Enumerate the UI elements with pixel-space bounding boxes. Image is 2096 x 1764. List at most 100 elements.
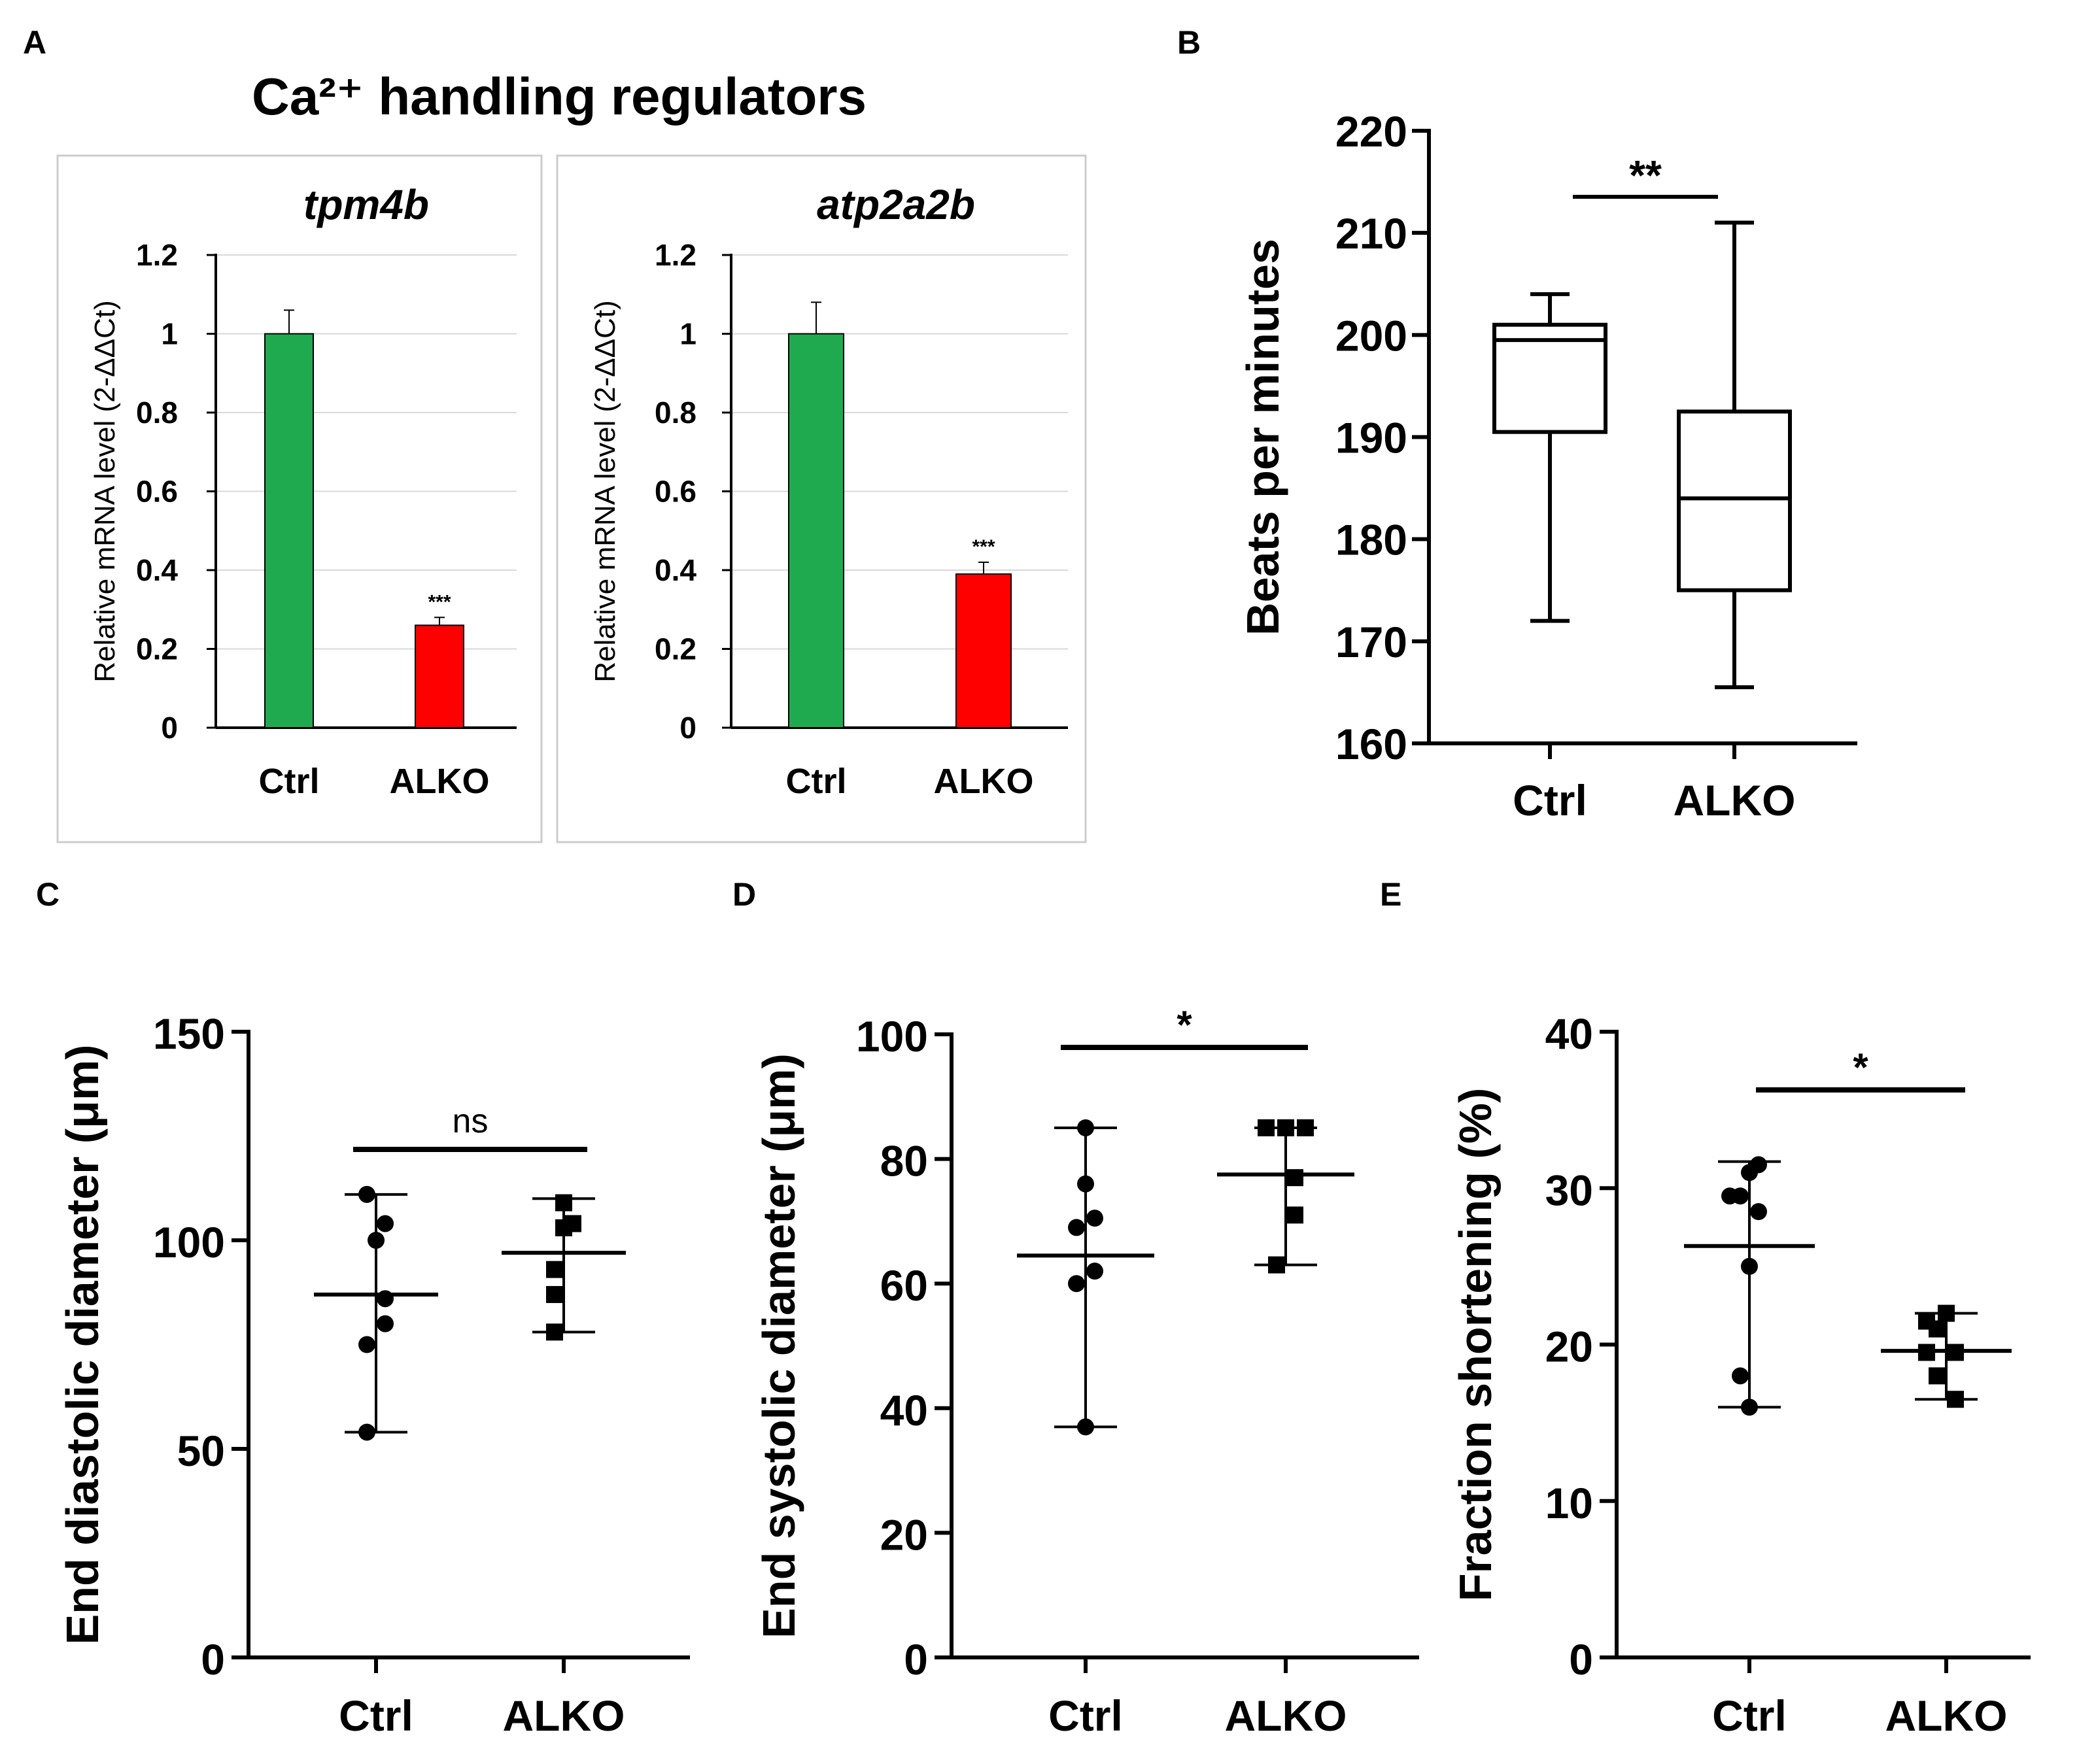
data-point-alko — [1938, 1304, 1955, 1322]
y-tick-label: 0 — [679, 711, 696, 745]
y-axis-label: Relative mRNA level (2-ΔΔCt) — [589, 300, 621, 682]
y-tick-label: 1 — [161, 317, 178, 351]
y-tick-label: 20 — [1545, 1323, 1593, 1371]
x-tick-label: ALKO — [934, 762, 1034, 801]
data-point-ctrl — [1721, 1187, 1738, 1205]
y-tick-label: 0.6 — [655, 475, 696, 509]
significance-marker: * — [1853, 1045, 1868, 1089]
significance-marker: *** — [428, 591, 451, 613]
data-point-ctrl — [368, 1232, 385, 1249]
x-tick-label: ALKO — [1885, 1691, 2008, 1740]
data-point-ctrl — [1750, 1203, 1767, 1221]
y-axis-label: Fraction shortening (%) — [1450, 1088, 1501, 1602]
data-point-ctrl — [358, 1185, 375, 1203]
y-tick-label: 40 — [1545, 1009, 1593, 1058]
data-point-ctrl — [377, 1215, 394, 1232]
data-point-ctrl — [358, 1336, 375, 1353]
data-point-ctrl — [1086, 1210, 1103, 1227]
x-tick-label: ALKO — [1225, 1691, 1347, 1740]
significance-marker: *** — [972, 536, 995, 558]
y-tick-label: 150 — [153, 1009, 225, 1058]
data-point-ctrl — [358, 1423, 375, 1441]
end-systolic-scatter-plot: 0 20 40 60 80 100 Ctrl ALKO * End systolic diamet… — [753, 1003, 1419, 1740]
fraction-shortening-scatter-plot: 0 10 20 30 40 Ctrl ALKO * Fraction shortening (%… — [1450, 1009, 2031, 1740]
significance-marker: ** — [1629, 152, 1662, 199]
y-axis-label: Beats per minutes — [1237, 239, 1288, 636]
chart-title: tpm4b — [303, 181, 429, 228]
data-point-ctrl — [1068, 1275, 1085, 1293]
x-tick-label: Ctrl — [1712, 1691, 1787, 1740]
data-point-alko — [546, 1323, 563, 1341]
x-tick-label: ALKO — [1674, 776, 1796, 824]
y-tick-label: 1 — [679, 317, 696, 351]
data-point-ctrl — [1068, 1219, 1085, 1236]
y-tick-label: 0.4 — [136, 553, 178, 587]
data-point-ctrl — [377, 1290, 394, 1308]
y-tick-label: 1.2 — [136, 238, 178, 272]
y-axis-label: End diastolic diameter (μm) — [57, 1045, 108, 1645]
x-tick-label: ALKO — [503, 1691, 625, 1740]
y-tick-label: 0.8 — [136, 396, 178, 430]
data-point-alko — [546, 1261, 563, 1278]
data-point-ctrl — [1741, 1399, 1758, 1416]
data-point-ctrl — [1077, 1418, 1094, 1436]
x-tick-label: ALKO — [390, 762, 490, 801]
y-tick-label: 0.2 — [136, 632, 178, 666]
box-ctrl — [1492, 322, 1607, 434]
panel-label-b: B — [1177, 24, 1201, 61]
y-tick-label: 60 — [880, 1261, 928, 1310]
box-alko — [1677, 409, 1792, 592]
data-point-alko — [1277, 1119, 1294, 1136]
data-point-alko — [1947, 1391, 1964, 1408]
data-point-ctrl — [1741, 1257, 1758, 1275]
bar-ctrl — [264, 333, 314, 728]
data-point-alko — [1918, 1344, 1935, 1361]
y-tick-label: 0.6 — [136, 475, 178, 509]
panel-label-d: D — [732, 876, 756, 913]
panel-a1-frame — [56, 154, 543, 843]
bar-alko — [415, 624, 464, 728]
y-tick-label: 40 — [880, 1386, 928, 1434]
x-tick-label: Ctrl — [1048, 1691, 1123, 1740]
y-tick-label: 1.2 — [655, 238, 696, 272]
y-tick-label: 0.4 — [655, 553, 696, 587]
data-point-alko — [1268, 1256, 1285, 1274]
significance-marker: ns — [453, 1102, 489, 1140]
data-point-ctrl — [1077, 1175, 1094, 1193]
data-point-alko — [1286, 1206, 1303, 1224]
data-point-alko — [1947, 1344, 1964, 1361]
y-tick-label: 190 — [1335, 414, 1407, 462]
y-tick-label: 0 — [201, 1635, 225, 1684]
data-point-ctrl — [1741, 1164, 1758, 1181]
data-point-alko — [1258, 1119, 1275, 1136]
data-point-ctrl — [1732, 1367, 1749, 1385]
y-tick-label: 0 — [161, 711, 178, 745]
y-tick-label: 10 — [1545, 1479, 1593, 1527]
y-tick-label: 200 — [1335, 311, 1407, 360]
y-tick-label: 20 — [880, 1510, 928, 1559]
data-point-alko — [555, 1219, 572, 1236]
significance-marker: * — [1177, 1003, 1192, 1047]
y-axis-label: Relative mRNA level (2-ΔΔCt) — [89, 300, 121, 682]
tpm4b-bar-chart: 0 0.2 0.4 0.6 0.8 1 1.2 Ctrl *** ALKO tpm4b Relativ… — [89, 181, 517, 801]
x-tick-label: Ctrl — [786, 762, 847, 801]
data-point-alko — [1297, 1119, 1314, 1136]
x-tick-label: Ctrl — [1513, 776, 1587, 824]
data-point-alko — [555, 1194, 572, 1212]
y-tick-label: 170 — [1335, 618, 1407, 666]
y-tick-label: 180 — [1335, 516, 1407, 564]
y-tick-label: 100 — [153, 1218, 225, 1266]
bar-alko — [955, 573, 1012, 729]
y-tick-label: 0.2 — [655, 632, 696, 666]
y-tick-label: 80 — [880, 1137, 928, 1185]
bar-ctrl — [788, 333, 844, 728]
data-point-ctrl — [1086, 1263, 1103, 1280]
x-tick-label: Ctrl — [259, 762, 320, 801]
data-point-alko — [1929, 1320, 1946, 1338]
data-point-ctrl — [1077, 1119, 1094, 1136]
panel-a2-frame — [556, 154, 1087, 843]
atp2a2b-bar-chart: 0 0.2 0.4 0.6 0.8 1 1.2 Ctrl *** ALKO atp2a2b Relat… — [589, 181, 1068, 801]
x-tick-label: Ctrl — [339, 1691, 413, 1740]
data-point-ctrl — [377, 1315, 394, 1332]
